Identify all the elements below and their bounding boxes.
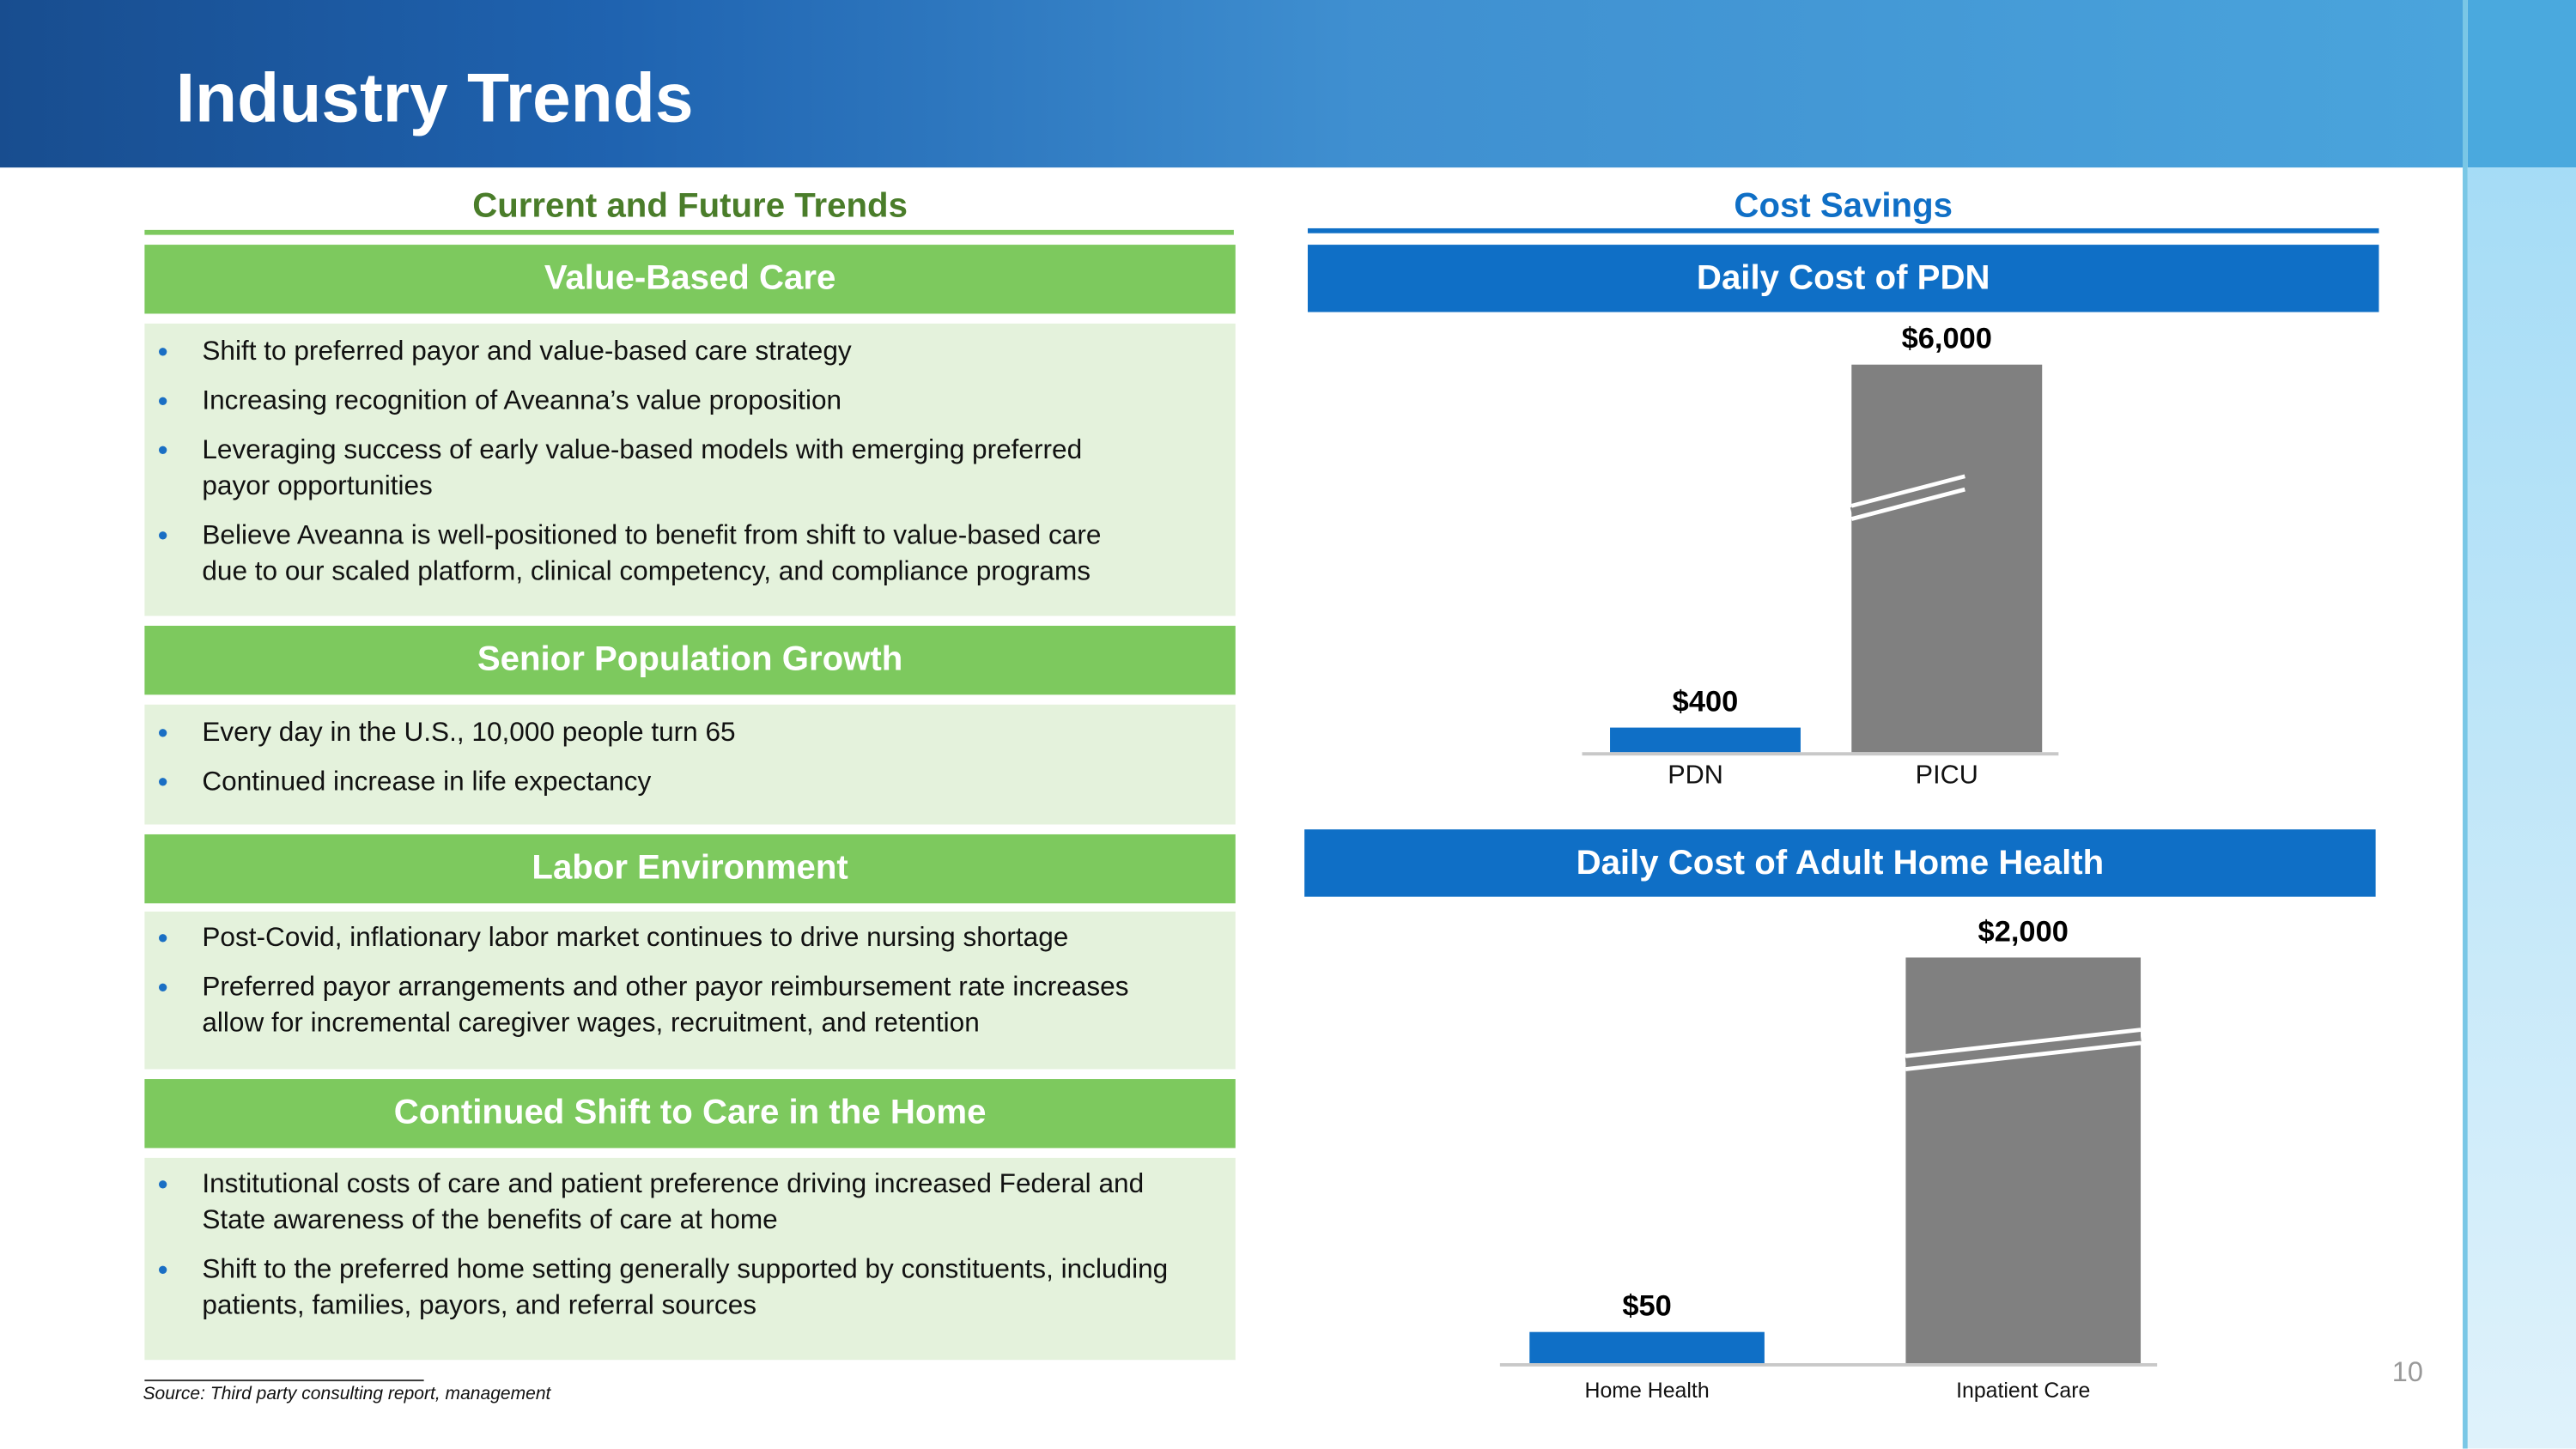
- bullet-text: Preferred payor arrangements and other p…: [202, 972, 1129, 1039]
- axis-break-gap: [1905, 1031, 2142, 1068]
- bullet-item: • Continued increase in life expectancy: [144, 764, 1146, 800]
- bullet-icon: •: [157, 518, 168, 552]
- bar-inpatient-care: [1905, 957, 2142, 1364]
- data-label: $400: [1672, 684, 1739, 718]
- page-number: 10: [2391, 1356, 2423, 1388]
- bullet-icon: •: [157, 1167, 168, 1201]
- category-label: Inpatient Care: [1956, 1378, 2091, 1403]
- section-body: • Every day in the U.S., 10,000 people tu…: [144, 704, 1236, 825]
- left-column-heading: Current and Future Trends: [472, 187, 908, 226]
- bullet-icon: •: [157, 716, 168, 749]
- bullet-text: Leveraging success of early value-based …: [202, 435, 1083, 501]
- bullet-text: Post-Covid, inflationary labor market co…: [202, 923, 1069, 953]
- section-body: • Post-Covid, inflationary labor market c…: [144, 911, 1236, 1070]
- bullet-icon: •: [157, 765, 168, 798]
- axis-break-icon: [1905, 1028, 2142, 1058]
- chart-2-title: Daily Cost of Adult Home Health: [1304, 829, 2376, 897]
- bullet-text: Institutional costs of care and patient …: [202, 1169, 1145, 1235]
- axis-break-gap: [1850, 477, 1966, 518]
- data-label: $50: [1622, 1288, 1672, 1323]
- section-header: Labor Environment: [144, 834, 1236, 904]
- bar-home-health: [1529, 1331, 1765, 1364]
- banner-accent: [2467, 0, 2576, 168]
- bullet-text: Believe Aveanna is well-positioned to be…: [202, 520, 1102, 587]
- bullet-icon: •: [157, 335, 168, 368]
- axis-break-icon: [1850, 487, 1965, 521]
- section-body: • Shift to preferred payor and value-base…: [144, 323, 1236, 616]
- bullet-icon: •: [157, 921, 168, 955]
- side-divider: [2463, 0, 2468, 1449]
- bullet-icon: •: [157, 433, 168, 467]
- bullet-icon: •: [157, 384, 168, 417]
- bullet-text: Increasing recognition of Aveanna’s valu…: [202, 385, 842, 416]
- section-body: • Institutional costs of care and patient…: [144, 1157, 1236, 1361]
- bullet-item: • Shift to preferred payor and value-base…: [144, 333, 1146, 369]
- axis-break-icon: [1850, 474, 1965, 508]
- bullet-item: • Leveraging success of early value-based…: [144, 432, 1146, 504]
- section-header: Continued Shift to Care in the Home: [144, 1079, 1236, 1149]
- bullet-text: Continued increase in life expectancy: [202, 767, 652, 797]
- page-title: Industry Trends: [175, 58, 694, 136]
- bullet-item: • Preferred payor arrangements and other …: [144, 969, 1146, 1041]
- section-header: Senior Population Growth: [144, 625, 1236, 695]
- right-column-heading: Cost Savings: [1734, 187, 1953, 226]
- bullet-item: • Shift to the preferred home setting gen…: [144, 1252, 1171, 1324]
- title-banner: [0, 0, 2464, 168]
- category-label: Home Health: [1584, 1378, 1710, 1403]
- bar-picu: [1851, 364, 2043, 753]
- right-heading-rule: [1307, 227, 2379, 233]
- left-heading-rule: [144, 229, 1234, 235]
- bullet-item: • Institutional costs of care and patient…: [144, 1166, 1171, 1238]
- bullet-icon: •: [157, 970, 168, 1004]
- bullet-text: Every day in the U.S., 10,000 people tur…: [202, 718, 736, 748]
- source-rule: [144, 1379, 424, 1382]
- axis-break-icon: [1905, 1040, 2142, 1071]
- bullet-text: Shift to preferred payor and value-based…: [202, 336, 852, 367]
- section-header: Value-Based Care: [144, 245, 1236, 314]
- data-label: $6,000: [1901, 322, 1992, 355]
- bullet-item: • Believe Aveanna is well-positioned to b…: [144, 518, 1146, 590]
- source-note: Source: Third party consulting report, m…: [143, 1384, 551, 1404]
- bullet-item: • Increasing recognition of Aveanna’s val…: [144, 383, 1146, 419]
- chart-1-title: Daily Cost of PDN: [1307, 245, 2379, 312]
- bullet-item: • Post-Covid, inflationary labor market c…: [144, 919, 1146, 955]
- category-label: PICU: [1915, 761, 1978, 791]
- bullet-item: • Every day in the U.S., 10,000 people tu…: [144, 714, 1146, 750]
- bullet-text: Shift to the preferred home setting gene…: [202, 1254, 1169, 1321]
- bar-pdn: [1610, 727, 1801, 753]
- bullet-icon: •: [157, 1252, 168, 1287]
- side-strip: [2467, 167, 2576, 1449]
- data-label: $2,000: [1978, 914, 2069, 948]
- category-label: PDN: [1668, 761, 1723, 791]
